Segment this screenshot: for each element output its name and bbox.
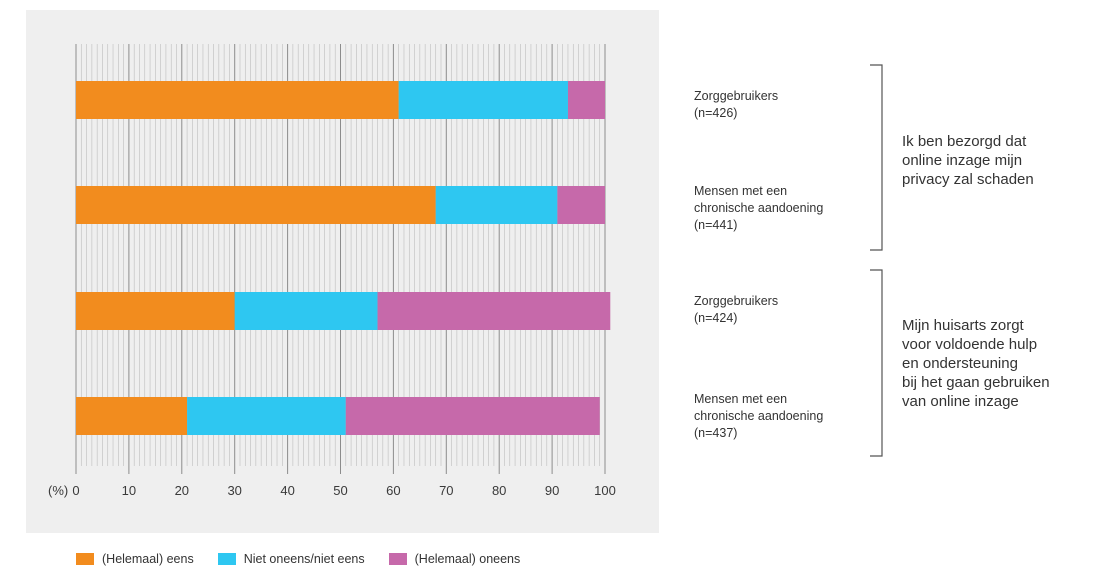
x-tick-label: 100 [594, 483, 616, 498]
group-label-2-line3: (n=441) [694, 218, 738, 232]
bar-segment-3-1 [76, 292, 235, 330]
question-1-line3: privacy zal schaden [902, 171, 1034, 188]
group-label-4: Mensen met een chronische aandoening (n=… [694, 391, 869, 442]
bar-segment-4-2 [187, 397, 346, 435]
legend-label-oneens: (Helemaal) oneens [414, 552, 521, 566]
group-label-3: Zorggebruikers (n=424) [694, 293, 869, 327]
x-tick-label: 10 [122, 483, 136, 498]
bar-segment-3-3 [377, 292, 611, 330]
legend-swatch-eens [76, 553, 94, 565]
x-tick-label: 60 [386, 483, 400, 498]
legend-item-oneens: (Helemaal) oneens [388, 552, 521, 566]
x-tick-label: 70 [439, 483, 453, 498]
question-2-line5: van online inzage [902, 393, 1019, 410]
question-2-line3: en ondersteuning [902, 355, 1018, 372]
legend-item-eens: (Helemaal) eens [76, 552, 194, 566]
x-tick-label: 30 [227, 483, 241, 498]
bar-segment-3-2 [234, 292, 378, 330]
question-1-line1: Ik ben bezorgd dat [902, 133, 1027, 150]
group-label-4-line2: chronische aandoening [694, 409, 824, 423]
question-1: Ik ben bezorgd dat online inzage mijn pr… [902, 132, 1082, 189]
x-tick-label: 50 [333, 483, 347, 498]
x-axis-unit-label: (%) [48, 483, 68, 498]
bracket-question-2 [870, 269, 883, 457]
legend-swatch-neutraal [217, 553, 236, 565]
group-label-3-line1: Zorggebruikers [694, 294, 779, 308]
bar-segment-2-2 [435, 186, 558, 224]
group-label-2-line2: chronische aandoening [694, 201, 824, 215]
x-tick-label: 90 [545, 483, 559, 498]
x-tick-label: 40 [280, 483, 294, 498]
question-2-line4: bij het gaan gebruiken [902, 374, 1050, 391]
x-tick-label: 0 [72, 483, 79, 498]
question-1-line2: online inzage mijn [902, 152, 1023, 169]
bar-segment-4-1 [76, 397, 188, 435]
group-label-1-line1: Zorggebruikers [694, 89, 779, 103]
bracket-question-1 [870, 64, 883, 251]
legend-swatch-oneens [388, 553, 407, 565]
group-label-4-line3: (n=437) [694, 426, 738, 440]
bar-segment-2-1 [76, 186, 436, 224]
legend-item-neutraal: Niet oneens/niet eens [217, 552, 365, 566]
group-label-2: Mensen met een chronische aandoening (n=… [694, 183, 869, 234]
question-2: Mijn huisarts zorgt voor voldoende hulp … [902, 316, 1082, 411]
bar-segment-1-3 [567, 81, 605, 119]
bar-segment-2-3 [557, 186, 605, 224]
legend-label-eens: (Helemaal) eens [102, 552, 194, 566]
group-label-1: Zorggebruikers (n=426) [694, 88, 869, 122]
bar-segment-1-1 [76, 81, 399, 119]
group-label-4-line1: Mensen met een [694, 392, 788, 406]
bar-segment-1-2 [398, 81, 568, 119]
legend: (Helemaal) eens Niet oneens/niet eens (H… [76, 552, 544, 566]
x-tick-label: 80 [492, 483, 506, 498]
group-label-1-line2: (n=426) [694, 106, 738, 120]
bar-segment-4-3 [345, 397, 600, 435]
group-label-3-line2: (n=424) [694, 311, 738, 325]
x-tick-label: 20 [175, 483, 189, 498]
question-2-line1: Mijn huisarts zorgt [902, 317, 1024, 334]
legend-label-neutraal: Niet oneens/niet eens [243, 552, 365, 566]
group-label-2-line1: Mensen met een [694, 184, 788, 198]
question-2-line2: voor voldoende hulp [902, 336, 1038, 353]
